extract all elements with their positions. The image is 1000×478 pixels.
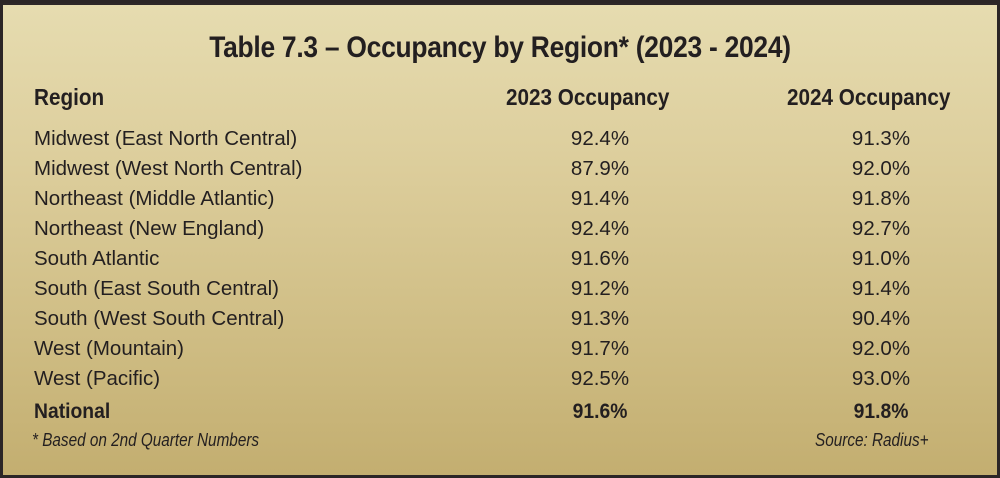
table-row: Northeast (New England) 92.4% 92.7% <box>3 214 997 244</box>
region-cell: South (West South Central) <box>34 307 285 330</box>
occupancy-2024-cell: 93.0% <box>851 367 911 390</box>
occupancy-2024-cell: 91.0% <box>851 247 911 270</box>
table-body: Midwest (East North Central) 92.4% 91.3%… <box>3 124 997 427</box>
occupancy-2024-cell: 92.0% <box>851 337 911 360</box>
column-header-region: Region <box>34 84 105 110</box>
occupancy-2024-cell: 91.3% <box>851 127 911 150</box>
region-cell: West (Pacific) <box>34 367 161 390</box>
table-row: West (Pacific) 92.5% 93.0% <box>3 364 997 394</box>
occupancy-2023-cell: 91.4% <box>570 187 630 210</box>
occupancy-2023-cell: 91.3% <box>570 307 630 330</box>
region-cell: Northeast (New England) <box>34 217 265 240</box>
occupancy-2023-cell: 92.5% <box>570 367 630 390</box>
table-row: West (Mountain) 91.7% 92.0% <box>3 334 997 364</box>
table-row: Midwest (West North Central) 87.9% 92.0% <box>3 154 997 184</box>
occupancy-2024-cell: 92.0% <box>851 157 911 180</box>
table-row: Northeast (Middle Atlantic) 91.4% 91.8% <box>3 184 997 214</box>
occupancy-2023-cell: 87.9% <box>570 157 630 180</box>
region-cell: Northeast (Middle Atlantic) <box>34 187 275 210</box>
occupancy-2023-cell: 91.6% <box>572 400 628 423</box>
region-cell: West (Mountain) <box>34 337 185 360</box>
footnote: * Based on 2nd Quarter Numbers <box>32 430 260 450</box>
region-cell: South Atlantic <box>34 247 160 270</box>
occupancy-2024-cell: 91.4% <box>851 277 911 300</box>
occupancy-2024-cell: 92.7% <box>851 217 911 240</box>
region-cell: National <box>34 400 111 423</box>
table-row: South Atlantic 91.6% 91.0% <box>3 244 997 274</box>
occupancy-2024-cell: 91.8% <box>851 187 911 210</box>
occupancy-2023-cell: 91.7% <box>570 337 630 360</box>
occupancy-2023-cell: 91.6% <box>570 247 630 270</box>
occupancy-2024-cell: 90.4% <box>851 307 911 330</box>
table-row: South (East South Central) 91.2% 91.4% <box>3 274 997 304</box>
occupancy-2024-cell: 91.8% <box>853 400 909 423</box>
region-cell: Midwest (East North Central) <box>34 127 298 150</box>
table-title: Table 7.3 – Occupancy by Region* (2023 -… <box>209 31 791 64</box>
table-row: Midwest (East North Central) 92.4% 91.3% <box>3 124 997 154</box>
region-cell: South (East South Central) <box>34 277 279 300</box>
national-total-row: National 91.6% 91.8% <box>3 397 997 427</box>
source-note: Source: Radius+ <box>815 430 929 450</box>
occupancy-2023-cell: 91.2% <box>570 277 630 300</box>
table-panel: Table 7.3 – Occupancy by Region* (2023 -… <box>3 3 997 475</box>
region-cell: Midwest (West North Central) <box>34 157 303 180</box>
occupancy-2023-cell: 92.4% <box>570 217 630 240</box>
column-header-2024-occupancy: 2024 Occupancy <box>787 84 951 110</box>
column-header-2023-occupancy: 2023 Occupancy <box>506 84 670 110</box>
table-row: South (West South Central) 91.3% 90.4% <box>3 304 997 334</box>
occupancy-2023-cell: 92.4% <box>570 127 630 150</box>
